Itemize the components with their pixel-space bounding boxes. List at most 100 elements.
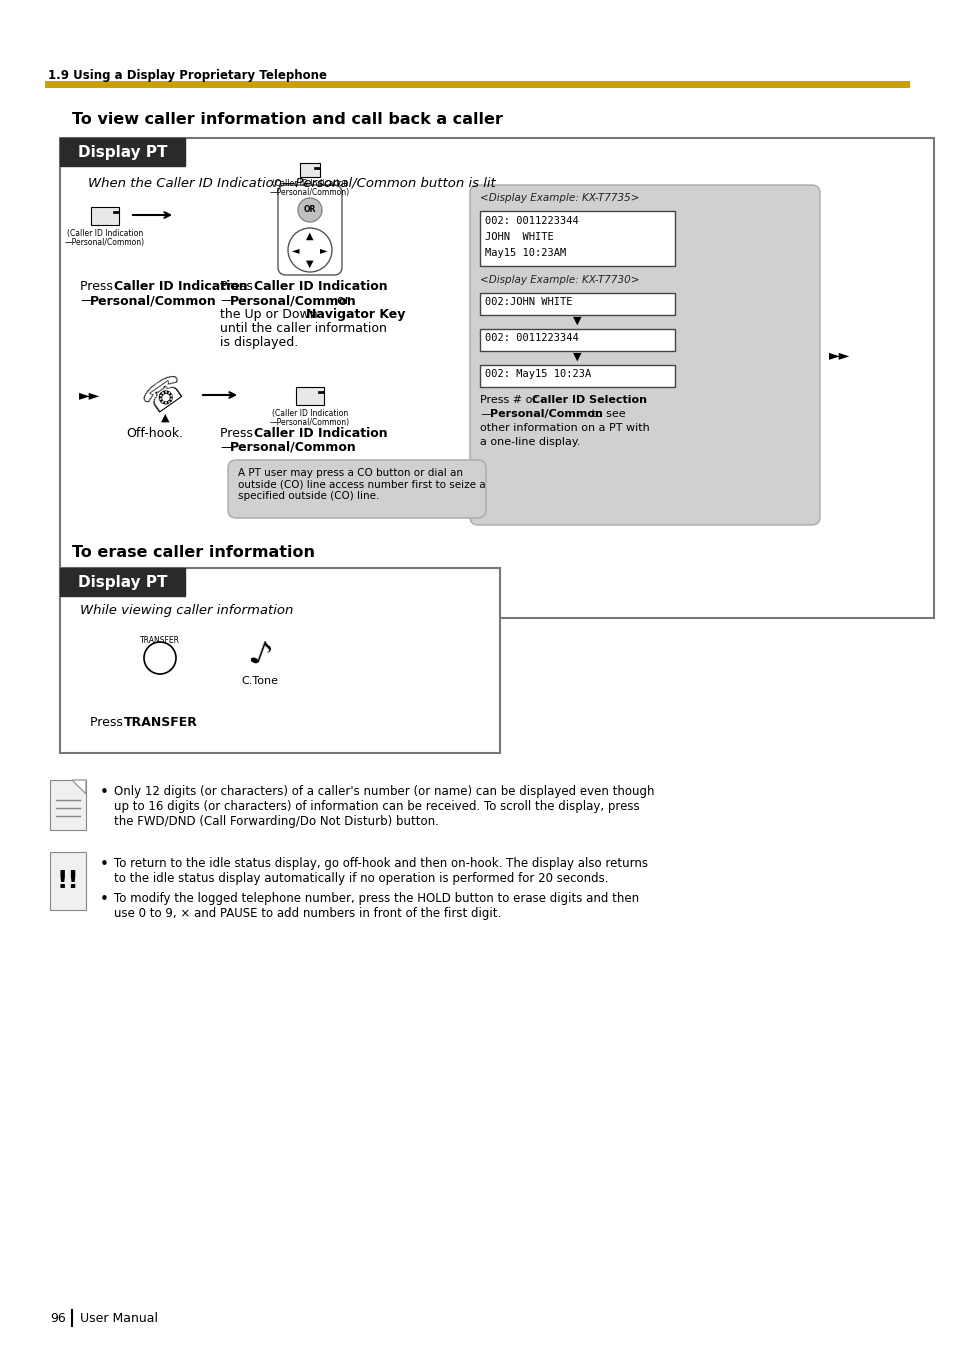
Text: <Display Example: KX-T7735>: <Display Example: KX-T7735> [479,193,639,203]
Text: Personal/Common: Personal/Common [490,409,602,419]
FancyBboxPatch shape [470,185,820,526]
Text: May15 10:23AM: May15 10:23AM [484,249,566,258]
Text: a one-line display.: a one-line display. [479,436,579,447]
Bar [60,138,185,166]
Text: Press: Press [220,280,256,293]
Text: —Personal/Common): —Personal/Common) [270,188,350,197]
Text: Navigator Key: Navigator Key [306,308,405,322]
Text: ►►: ►► [79,388,100,403]
Bar [112,211,119,213]
Circle shape [297,199,322,222]
Text: 002: 0011223344: 002: 0011223344 [484,216,578,226]
Circle shape [288,228,332,272]
Text: Press: Press [220,427,256,440]
Text: ◄: ◄ [292,245,299,255]
Text: 1.9 Using a Display Proprietary Telephone: 1.9 Using a Display Proprietary Telephon… [48,69,327,81]
Text: to the idle status display automatically if no operation is performed for 20 sec: to the idle status display automatically… [113,871,608,885]
Text: ▼: ▼ [573,353,581,362]
Bar [299,163,319,177]
Text: JOHN  WHITE: JOHN WHITE [484,232,553,242]
Text: !!: !! [56,869,79,893]
Text: —: — [220,295,233,307]
Bar [479,293,675,315]
Bar [60,567,185,596]
Text: Display PT: Display PT [77,574,167,589]
Text: Press: Press [80,280,117,293]
Text: (Caller ID Indication: (Caller ID Indication [272,409,348,417]
Text: User Manual: User Manual [80,1312,158,1324]
Text: To return to the idle status display, go off-hook and then on-hook. The display : To return to the idle status display, go… [113,857,647,870]
Text: 96: 96 [50,1312,66,1324]
Bar [50,852,86,911]
Text: ►: ► [320,245,328,255]
Text: .: . [193,295,196,307]
Text: To view caller information and call back a caller: To view caller information and call back… [71,112,502,127]
Text: When the Caller ID Indication—Personal/Common button is lit: When the Caller ID Indication—Personal/C… [88,176,496,189]
Text: —Personal/Common): —Personal/Common) [270,417,350,427]
Circle shape [144,642,175,674]
Text: To erase caller information: To erase caller information [71,544,314,561]
Text: is displayed.: is displayed. [220,336,298,349]
Text: •: • [100,785,109,800]
Bar [479,330,675,351]
Text: Only 12 digits (or characters) of a caller's number (or name) can be displayed e: Only 12 digits (or characters) of a call… [113,785,654,798]
Text: to see: to see [587,409,625,419]
Text: —: — [479,409,491,419]
Text: ♪: ♪ [244,636,275,676]
Text: TRANSFER: TRANSFER [124,716,197,730]
Text: ►►: ►► [828,349,850,362]
Bar [317,390,324,393]
Text: Off-hook.: Off-hook. [127,427,183,440]
Bar [60,567,499,753]
Text: up to 16 digits (or characters) of information can be received. To scroll the di: up to 16 digits (or characters) of infor… [113,800,639,813]
Text: To modify the logged telephone number, press the HOLD button to erase digits and: To modify the logged telephone number, p… [113,892,639,905]
Text: C.Tone: C.Tone [241,676,278,686]
Text: While viewing caller information: While viewing caller information [80,604,294,617]
Text: —: — [220,440,233,454]
Text: until the caller information: until the caller information [220,322,387,335]
Text: —: — [80,295,92,307]
Bar [479,365,675,386]
Bar [91,207,119,226]
Text: 002: May15 10:23A: 002: May15 10:23A [484,369,591,380]
Bar [314,168,319,169]
Text: ▼: ▼ [573,316,581,326]
Text: Caller ID Selection: Caller ID Selection [532,394,646,405]
Text: the FWD/DND (Call Forwarding/Do Not Disturb) button.: the FWD/DND (Call Forwarding/Do Not Dist… [113,815,438,828]
Text: Display PT: Display PT [77,145,167,159]
Polygon shape [71,780,86,794]
Bar [295,386,324,405]
Text: Press # or: Press # or [479,394,540,405]
FancyBboxPatch shape [277,185,341,276]
Text: Caller ID Indication: Caller ID Indication [253,280,387,293]
Text: •: • [100,892,109,907]
Text: —Personal/Common): —Personal/Common) [65,238,145,247]
Text: 002: 0011223344: 002: 0011223344 [484,332,578,343]
Text: .: . [182,716,186,730]
Text: the Up or Down: the Up or Down [220,308,321,322]
Text: TRANSFER: TRANSFER [140,636,180,644]
Text: 002:JOHN WHITE: 002:JOHN WHITE [484,297,572,307]
Text: or: or [333,295,350,307]
Text: Caller ID Indication: Caller ID Indication [253,427,387,440]
Text: A PT user may press a CO button or dial an
outside (CO) line access number first: A PT user may press a CO button or dial … [237,467,485,501]
Text: Caller ID Indication: Caller ID Indication [113,280,248,293]
Bar [479,211,675,266]
Text: <Display Example: KX-T7730>: <Display Example: KX-T7730> [479,276,639,285]
Text: ☏: ☏ [136,367,193,422]
Bar [60,138,933,617]
Text: other information on a PT with: other information on a PT with [479,423,649,434]
Text: (Caller ID Indication: (Caller ID Indication [272,178,348,188]
Text: ▲: ▲ [306,231,314,240]
Text: Press: Press [90,716,127,730]
Text: Personal/Common: Personal/Common [230,295,356,307]
Bar [50,780,86,830]
FancyBboxPatch shape [228,459,485,517]
Text: Personal/Common: Personal/Common [230,440,356,454]
Text: .: . [333,440,336,454]
Text: use 0 to 9, × and PAUSE to add numbers in front of the first digit.: use 0 to 9, × and PAUSE to add numbers i… [113,907,500,920]
Text: •: • [100,857,109,871]
Text: Personal/Common: Personal/Common [90,295,216,307]
Text: OR: OR [303,205,315,215]
Text: (Caller ID Indication: (Caller ID Indication [67,230,143,238]
